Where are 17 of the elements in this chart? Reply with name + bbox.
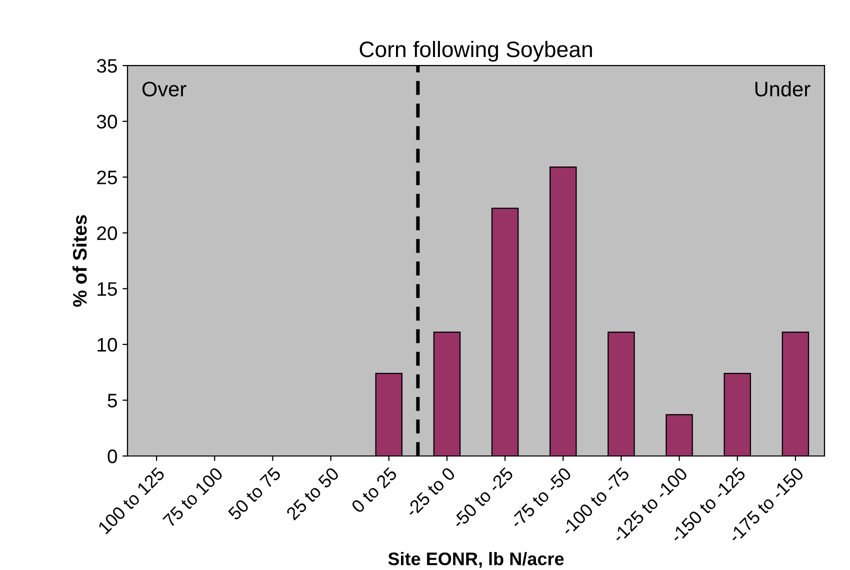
y-axis-title: % of Sites	[72, 215, 87, 307]
annotation: Over	[142, 82, 186, 96]
x-tick-label: 25 to 50	[286, 466, 340, 521]
y-tick-label: 0	[108, 449, 118, 464]
y-tick-label: 25	[97, 170, 117, 184]
chart-title: Corn following Soybean	[360, 40, 592, 62]
annotation: Under	[755, 81, 810, 96]
x-tick-label: -25 to 0	[404, 466, 456, 518]
x-tick-label: 50 to 75	[227, 466, 282, 521]
y-tick-label: 5	[108, 394, 117, 408]
x-tick-label: 0 to 25	[350, 466, 398, 514]
y-tick-label: 10	[98, 338, 118, 352]
y-tick-label: 15	[98, 282, 117, 296]
y-tick-label: 35	[96, 59, 117, 73]
y-tick-label: 20	[97, 226, 118, 240]
x-axis-title: Site EONR, lb N/acre	[388, 552, 564, 568]
y-tick-label: 30	[96, 114, 118, 129]
